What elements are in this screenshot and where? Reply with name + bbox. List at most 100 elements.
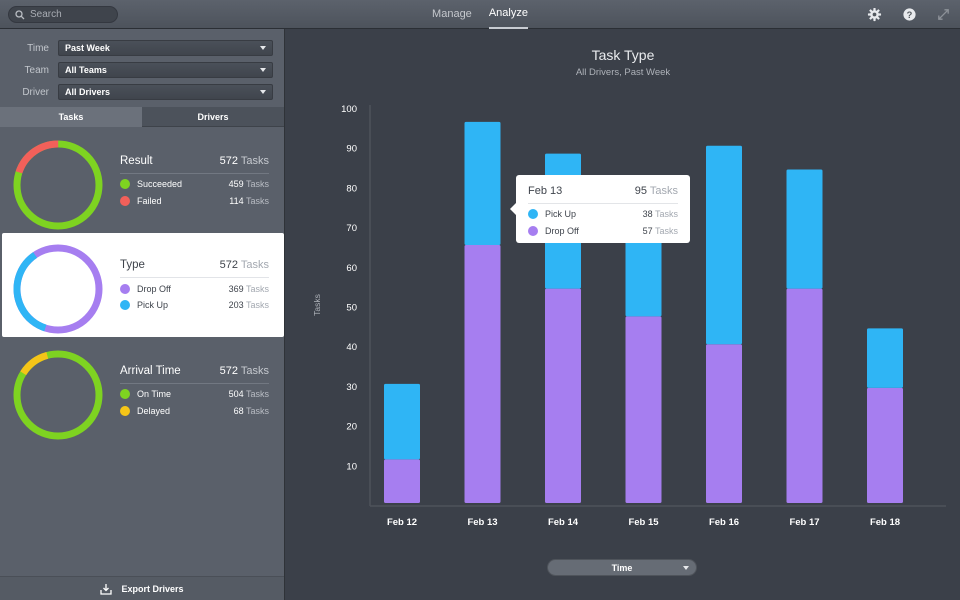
card-total: 572 Tasks: [219, 259, 269, 271]
chart-title: Task Type: [591, 47, 655, 63]
bar-segment-pick-up: [867, 328, 903, 388]
blue-dot-icon: [120, 300, 130, 310]
green-dot-icon: [120, 179, 130, 189]
download-icon: [100, 583, 113, 595]
x-tick-label: Feb 12: [387, 517, 417, 528]
result-card[interactable]: Result 572 Tasks Succeeded 459 Tasks Fai…: [0, 129, 284, 233]
yellow-dot-icon: [120, 406, 130, 416]
bar-segment-drop-off: [625, 316, 662, 503]
card-title: Result: [120, 155, 153, 167]
chart-panel: Task Type All Drivers, Past Week 10 20 30 4…: [286, 29, 960, 600]
filter-label: Driver: [22, 86, 49, 98]
top-nav: Manage Analyze: [0, 0, 960, 29]
export-drivers-button[interactable]: Export Drivers: [0, 576, 284, 600]
purple-dot-icon: [120, 284, 130, 294]
arrival-time-card[interactable]: Arrival Time 572 Tasks On Time 504 Tasks…: [0, 339, 284, 443]
search-input[interactable]: [30, 9, 115, 20]
gear-icon[interactable]: [867, 7, 882, 22]
x-tick-label: Feb 16: [709, 517, 739, 528]
bar-segment-pick-up: [384, 383, 420, 460]
bar-segment-drop-off: [384, 459, 420, 503]
y-tick-label: 30: [346, 382, 357, 393]
tab-manage[interactable]: Manage: [432, 8, 472, 20]
chart-tooltip: Feb 13 95 Tasks Pick Up 38 Tasks Drop Of…: [510, 175, 690, 243]
purple-dot-icon: [528, 226, 538, 236]
x-tick-label: Feb 13: [467, 517, 497, 528]
bar-segment-drop-off: [464, 244, 501, 503]
donut-segment-on-time: [13, 350, 103, 440]
legend-item: Pick Up 203 Tasks: [120, 298, 269, 312]
bar-segment-pick-up: [786, 169, 823, 289]
y-tick-label: 60: [346, 263, 357, 274]
legend-item: Delayed 68 Tasks: [120, 404, 269, 418]
y-tick-label: 40: [346, 342, 357, 353]
driver-select[interactable]: All Drivers: [58, 84, 273, 100]
x-axis-select[interactable]: Time: [547, 559, 697, 576]
svg-text:?: ?: [907, 10, 913, 20]
card-total: 572 Tasks: [219, 365, 269, 377]
red-dot-icon: [120, 196, 130, 206]
y-tick-label: 70: [346, 223, 357, 234]
team-select[interactable]: All Teams: [58, 62, 273, 78]
bar-segment-drop-off: [786, 288, 823, 503]
bar-segment-pick-up: [464, 121, 501, 245]
chart-subtitle: All Drivers, Past Week: [575, 67, 671, 78]
time-select[interactable]: Past Week: [58, 40, 273, 56]
filter-team: Team All Teams: [0, 59, 276, 81]
donut-segment-delayed: [13, 350, 103, 440]
caret-down-icon: [260, 46, 266, 50]
donut-segment-failed: [13, 140, 103, 230]
card-title: Type: [120, 259, 145, 271]
bar-segment-drop-off: [545, 288, 581, 503]
y-tick-label: 80: [346, 183, 357, 194]
caret-down-icon: [260, 90, 266, 94]
filters: Time Past Week Team All Teams Driver All…: [0, 29, 284, 103]
divider: [120, 383, 269, 384]
tooltip-row: Drop Off 57 Tasks: [528, 224, 678, 238]
x-tick-label: Feb 17: [789, 517, 819, 528]
help-icon[interactable]: ?: [902, 7, 917, 22]
filter-label: Team: [24, 64, 49, 76]
select-value: All Teams: [65, 65, 107, 75]
bar-segment-pick-up: [625, 240, 662, 317]
tab-analyze[interactable]: Analyze: [488, 0, 528, 29]
tooltip-total: 95 Tasks: [634, 185, 678, 197]
select-value: All Drivers: [65, 87, 111, 97]
bar-segment-pick-up: [706, 145, 742, 345]
bar-segment-drop-off: [706, 344, 742, 503]
type-card[interactable]: Type 572 Tasks Drop Off 369 Tasks Pick U…: [2, 233, 284, 337]
card-total: 572 Tasks: [219, 155, 269, 167]
tooltip-date: Feb 13: [528, 185, 563, 197]
top-bar: Manage Analyze ?: [0, 0, 960, 29]
x-tick-label: Feb 18: [870, 517, 900, 528]
y-axis-label: Tasks: [312, 294, 322, 316]
filter-time: Time Past Week: [0, 37, 276, 59]
x-tick-label: Feb 14: [548, 517, 579, 528]
search-box[interactable]: [8, 6, 118, 23]
tab-drivers[interactable]: Drivers: [142, 107, 284, 127]
type-donut: [13, 244, 103, 334]
y-tick-label: 90: [346, 144, 357, 155]
tooltip-row: Pick Up 38 Tasks: [528, 207, 678, 221]
filter-driver: Driver All Drivers: [0, 81, 276, 103]
bar-segment-drop-off: [867, 387, 903, 503]
caret-down-icon: [260, 68, 266, 72]
expand-icon[interactable]: [936, 7, 951, 22]
search-icon: [15, 9, 25, 19]
sidebar: Time Past Week Team All Teams Driver All…: [0, 29, 285, 600]
legend-item: On Time 504 Tasks: [120, 387, 269, 401]
export-label: Export Drivers: [121, 583, 184, 594]
x-tick-label: Feb 15: [628, 517, 659, 528]
tab-tasks[interactable]: Tasks: [0, 107, 142, 127]
sidebar-tabs: Tasks Drivers: [0, 107, 284, 127]
caret-down-icon: [683, 566, 689, 570]
y-tick-label: 50: [346, 303, 357, 314]
legend-item: Drop Off 369 Tasks: [120, 282, 269, 296]
legend-item: Succeeded 459 Tasks: [120, 177, 269, 191]
result-donut: [13, 140, 103, 230]
green-dot-icon: [120, 389, 130, 399]
arrival-donut: [13, 350, 103, 440]
x-axis-select-value: Time: [611, 562, 633, 573]
legend-item: Failed 114 Tasks: [120, 194, 269, 208]
